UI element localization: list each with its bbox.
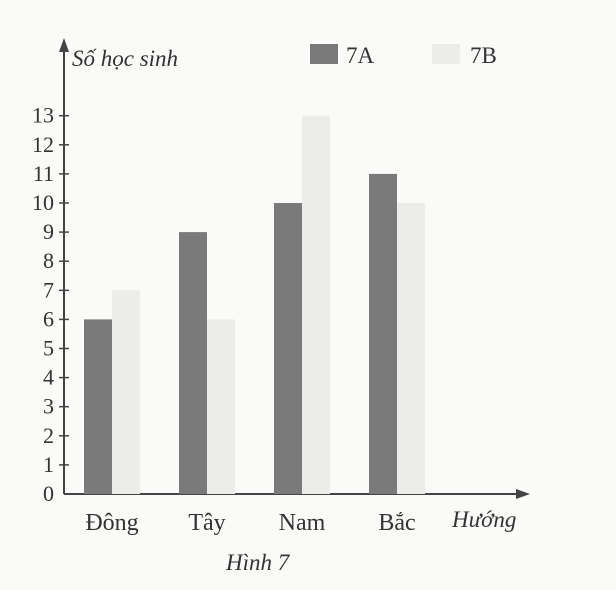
legend-label-7b: 7B (470, 43, 497, 68)
bar-7b-4 (397, 203, 425, 494)
y-tick-label: 4 (43, 365, 54, 390)
y-tick-label: 2 (43, 423, 54, 448)
category-label: Đông (85, 510, 138, 536)
y-tick-label: 13 (32, 103, 54, 128)
category-labels: Đông Tây Nam Bắc (85, 510, 415, 536)
y-tick-label: 11 (33, 161, 54, 186)
bar-7a-4 (369, 173, 397, 494)
y-tick-label: 12 (32, 132, 54, 157)
y-tick-label: 7 (43, 277, 54, 302)
bar-7b-2 (207, 319, 235, 494)
bar-7a-1 (84, 319, 112, 494)
y-tick-label: 1 (43, 452, 54, 477)
y-tick-label: 8 (43, 248, 54, 273)
y-tick-label: 3 (43, 394, 54, 419)
y-tick-label: 10 (32, 190, 54, 215)
legend-swatch-7a (310, 44, 338, 64)
bar-7a-2 (179, 232, 207, 494)
y-tick-label: 0 (43, 481, 54, 506)
y-tick-label: 9 (43, 219, 54, 244)
x-axis-arrow (516, 489, 530, 499)
y-axis-title: Số học sinh (72, 46, 178, 71)
bars (84, 115, 425, 494)
y-tick-label: 6 (43, 306, 54, 331)
legend: 7A 7B (310, 43, 497, 68)
category-label: Tây (188, 510, 225, 536)
bar-7a-3 (274, 203, 302, 494)
legend-label-7a: 7A (346, 43, 375, 68)
category-label: Bắc (378, 510, 415, 536)
y-axis-arrow (59, 38, 69, 52)
legend-swatch-7b (432, 44, 460, 64)
y-tick-label: 5 (43, 336, 54, 361)
figure-caption: Hình 7 (225, 550, 291, 575)
x-axis-title: Hướng (451, 507, 516, 532)
category-label: Nam (279, 510, 326, 536)
bar-7b-3 (302, 115, 330, 494)
bar-7b-1 (112, 290, 140, 494)
